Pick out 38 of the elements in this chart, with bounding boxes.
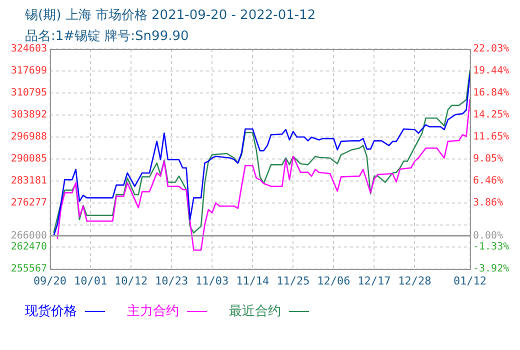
- y2-tick-label: -3.92%: [473, 264, 510, 275]
- y-tick-label: 296988: [10, 132, 47, 143]
- y-tick-label: 262470: [10, 242, 47, 253]
- y-tick-label: 255567: [10, 264, 47, 275]
- y-tick-label: 290085: [10, 154, 47, 165]
- y-tick-label: 276277: [10, 198, 47, 209]
- x-tick-label: 12/28: [398, 274, 432, 288]
- chart-title: 锡(期) 上海 市场价格 2021-09-20 - 2022-01-12: [25, 7, 316, 24]
- y2-tick-label: 11.65%: [473, 132, 510, 143]
- x-tick-label: 10/01: [74, 274, 108, 288]
- y2-tick-label: 14.25%: [473, 110, 510, 121]
- y-tick-label: 317699: [10, 66, 47, 77]
- y-tick-label: 283181: [10, 176, 47, 187]
- x-tick-label: 12/06: [317, 274, 350, 288]
- y2-tick-label: 3.86%: [473, 198, 504, 209]
- y2-tick-label: 16.84%: [473, 88, 510, 99]
- y2-tick-label: 22.03%: [473, 44, 510, 55]
- chart-subtitle: 品名:1#锡锭 牌号:Sn99.90: [25, 28, 189, 44]
- x-tick-label: 11/03: [196, 274, 229, 288]
- y2-tick-label: 9.05%: [473, 154, 504, 165]
- y2-tick-label: 6.46%: [473, 176, 504, 187]
- x-tick-label: 09/20: [33, 274, 67, 288]
- y2-tick-label: 0.00%: [473, 230, 504, 242]
- legend-label: 主力合约: [127, 303, 179, 320]
- x-tick-label: 10/23: [155, 274, 188, 288]
- y2-tick-label: 19.44%: [473, 66, 510, 77]
- legend-label: 现货价格: [25, 303, 77, 320]
- x-tick-label: 12/17: [358, 274, 391, 288]
- x-tick-label: 10/12: [114, 274, 148, 288]
- x-tick-label: 01/12: [453, 274, 487, 288]
- y-tick-label: 266000: [10, 230, 47, 242]
- y-tick-label: 310795: [10, 88, 47, 99]
- legend-label: 最近合约: [229, 303, 281, 320]
- y-tick-label: 324603: [10, 44, 47, 55]
- y2-tick-label: -1.33%: [473, 242, 510, 253]
- y-tick-label: 303892: [10, 110, 47, 121]
- x-tick-label: 11/14: [236, 274, 270, 288]
- x-tick-label: 11/25: [276, 274, 310, 288]
